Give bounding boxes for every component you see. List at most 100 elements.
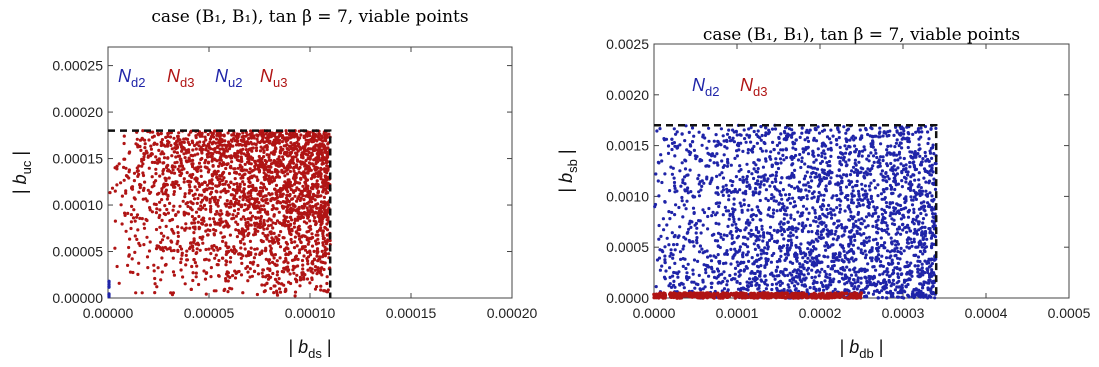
point-n-d2 — [834, 229, 838, 233]
point-n-d3 — [270, 170, 274, 174]
point-n-d2 — [835, 194, 839, 198]
point-n-d3 — [306, 237, 310, 241]
point-n-d2 — [920, 270, 924, 274]
point-n-d3 — [128, 237, 132, 241]
point-n-d3 — [189, 206, 193, 210]
point-n-d3 — [256, 216, 260, 220]
point-n-d2 — [679, 257, 683, 261]
point-n-d2 — [706, 227, 710, 231]
point-n-d2 — [787, 183, 791, 187]
point-n-d2 — [923, 225, 927, 229]
point-n-d3 — [304, 138, 308, 142]
point-n-d2 — [910, 220, 915, 224]
point-n-d3 — [249, 133, 253, 137]
point-n-d2 — [862, 219, 866, 223]
point-n-d2 — [784, 156, 789, 160]
point-n-d2 — [884, 171, 888, 175]
point-n-d3 — [251, 183, 255, 187]
point-n-d3 — [195, 201, 199, 205]
point-n-d3 — [325, 281, 329, 286]
point-n-d3 — [233, 139, 237, 143]
point-n-d3 — [183, 195, 187, 199]
point-n-d2 — [833, 287, 837, 291]
point-n-d3 — [241, 291, 245, 295]
point-n-d3 — [260, 271, 264, 275]
point-n-d3 — [208, 223, 212, 227]
point-n-d2 — [663, 277, 667, 281]
point-n-d3 — [141, 197, 145, 201]
point-n-d2 — [848, 138, 852, 142]
point-n-d3 — [293, 240, 297, 244]
point-n-d2 — [900, 179, 904, 183]
point-n-d2 — [926, 130, 930, 134]
point-n-d2 — [755, 264, 760, 268]
point-n-d2 — [678, 143, 682, 147]
point-n-d3 — [320, 156, 324, 160]
point-n-d2 — [873, 186, 878, 190]
point-n-d2 — [855, 179, 859, 183]
point-n-d2 — [709, 265, 714, 269]
point-n-d3 — [249, 155, 253, 159]
point-n-d3 — [265, 212, 269, 216]
point-n-d2 — [687, 222, 691, 226]
point-n-d2 — [748, 186, 752, 191]
point-n-d2 — [678, 282, 682, 286]
point-n-d3 — [226, 274, 230, 278]
point-n-d3 — [115, 183, 119, 187]
point-n-d3 — [282, 152, 286, 156]
point-n-d2 — [929, 127, 933, 131]
point-n-d2 — [746, 148, 751, 152]
point-n-d3 — [326, 191, 330, 195]
point-n-d3 — [155, 207, 159, 211]
point-n-d2 — [798, 265, 802, 269]
point-n-d2 — [893, 254, 897, 258]
point-n-d2 — [700, 143, 704, 147]
point-n-d3 — [182, 213, 186, 217]
point-n-d3 — [260, 161, 264, 165]
point-n-d3 — [265, 147, 269, 152]
point-n-d2 — [787, 176, 791, 180]
point-n-d3 — [198, 140, 202, 144]
point-n-d3 — [201, 143, 205, 148]
point-n-d2 — [866, 284, 870, 288]
point-n-d2 — [877, 135, 881, 139]
point-n-d2 — [746, 151, 750, 155]
point-n-d2 — [691, 272, 695, 276]
point-n-d3 — [272, 141, 276, 145]
point-n-d2 — [692, 134, 696, 138]
point-n-d2 — [693, 286, 697, 290]
point-n-d3 — [211, 132, 215, 136]
point-n-d3 — [156, 131, 160, 136]
point-n-d3 — [209, 147, 213, 151]
point-n-d2 — [107, 279, 111, 283]
point-n-d3 — [209, 135, 214, 139]
point-n-d3 — [177, 154, 182, 158]
point-n-d2 — [885, 153, 889, 157]
point-n-d2 — [701, 278, 705, 282]
point-n-d2 — [885, 267, 889, 271]
point-n-d2 — [761, 165, 766, 169]
point-n-d2 — [867, 291, 871, 295]
point-n-d3 — [134, 291, 138, 295]
point-n-d3 — [288, 180, 292, 184]
point-n-d3 — [280, 168, 284, 172]
point-n-d2 — [725, 234, 729, 238]
point-n-d2 — [657, 194, 661, 198]
point-n-d3 — [259, 186, 263, 190]
point-n-d2 — [728, 139, 733, 143]
point-n-d2 — [747, 135, 751, 139]
point-n-d3 — [141, 162, 145, 166]
point-n-d2 — [721, 261, 726, 266]
point-n-d2 — [701, 208, 705, 212]
point-n-d2 — [808, 259, 812, 263]
point-n-d3 — [224, 277, 228, 281]
point-n-d2 — [719, 235, 723, 239]
point-n-d2 — [869, 172, 873, 176]
point-n-d3 — [150, 135, 155, 139]
point-n-d2 — [904, 195, 908, 199]
point-n-d2 — [852, 278, 856, 282]
point-n-d3 — [166, 156, 170, 160]
point-n-d3 — [218, 180, 222, 185]
point-n-d3 — [270, 252, 274, 256]
point-n-d2 — [823, 152, 827, 156]
